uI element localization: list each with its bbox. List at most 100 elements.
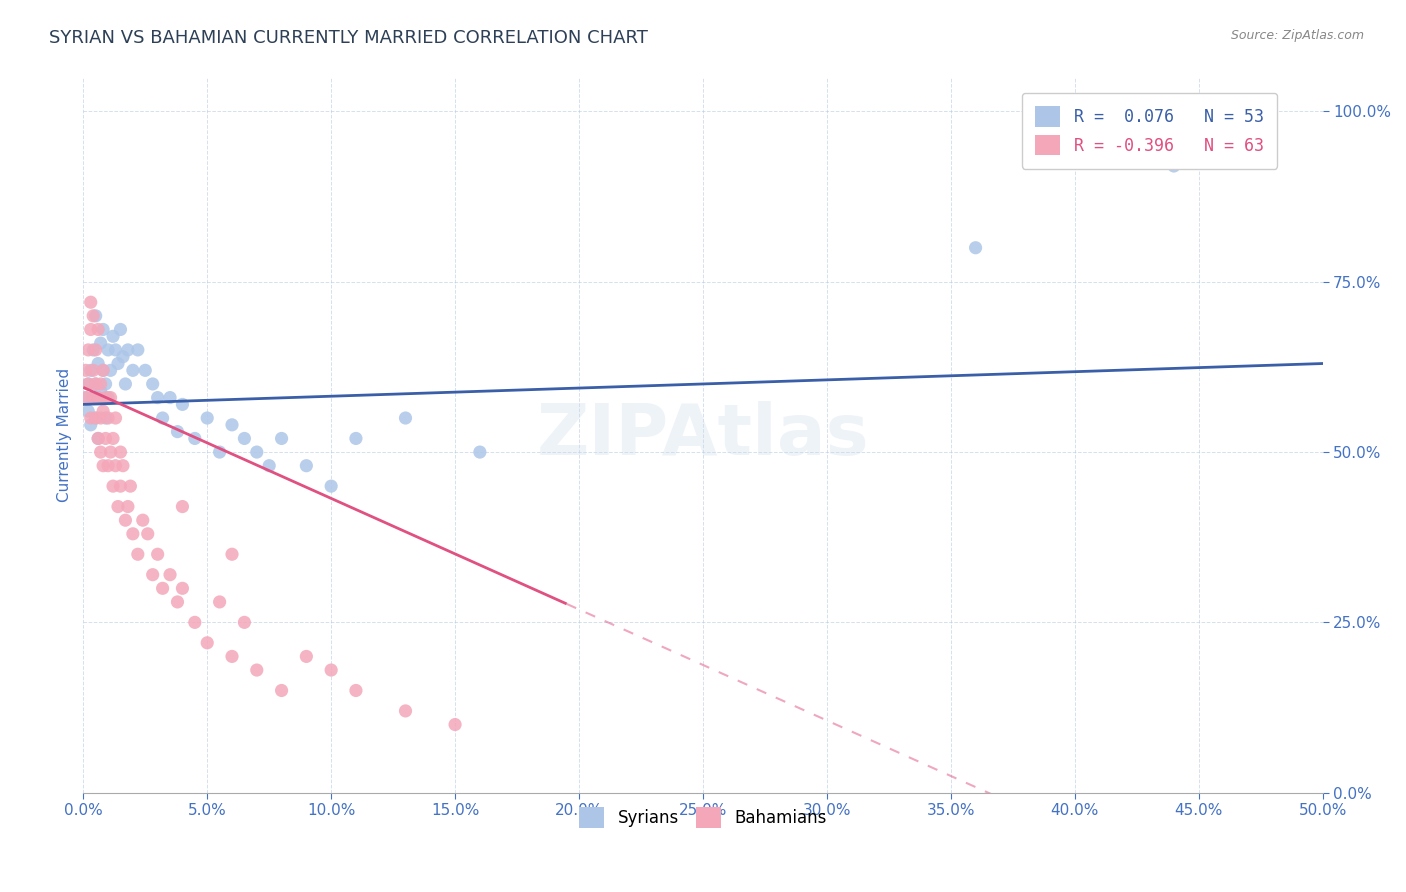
Point [146,391,169,405]
Legend: Syrians, Bahamians: Syrians, Bahamians [572,801,834,834]
Y-axis label: Currently Married: Currently Married [58,368,72,502]
Point [84,376,107,391]
Point [80,417,103,432]
Point [77,343,100,357]
Point [270,683,292,698]
Point [97,411,120,425]
Point [221,547,243,561]
Point [114,513,136,527]
Point [90,376,112,391]
Point [166,595,188,609]
Point [208,445,231,459]
Point [94,432,117,446]
Point [104,458,127,473]
Point [77,404,100,418]
Text: ZIPAtlas: ZIPAtlas [537,401,869,469]
Point [97,343,120,357]
Point [117,343,139,357]
Point [152,582,174,596]
Point [295,649,318,664]
Point [90,384,112,398]
Point [80,295,103,310]
Point [75,391,97,405]
Point [468,445,491,459]
Point [142,567,165,582]
Point [221,417,243,432]
Point [87,391,110,405]
Point [233,615,256,630]
Point [344,683,367,698]
Point [101,329,124,343]
Point [82,343,104,357]
Point [132,513,155,527]
Point [97,391,120,405]
Point [184,432,207,446]
Point [90,445,112,459]
Point [166,425,188,439]
Text: Source: ZipAtlas.com: Source: ZipAtlas.com [1230,29,1364,42]
Point [77,376,100,391]
Point [257,458,280,473]
Point [444,717,467,731]
Point [117,500,139,514]
Point [87,391,110,405]
Point [152,411,174,425]
Point [344,432,367,446]
Point [91,404,114,418]
Point [101,432,124,446]
Point [159,567,181,582]
Point [233,432,256,446]
Point [91,322,114,336]
Point [101,479,124,493]
Point [75,391,97,405]
Point [159,391,181,405]
Point [91,458,114,473]
Point [134,363,156,377]
Point [82,391,104,405]
Point [321,663,343,677]
Point [110,322,132,336]
Point [172,500,194,514]
Point [246,445,269,459]
Point [91,363,114,377]
Point [97,458,120,473]
Point [107,500,129,514]
Point [195,636,218,650]
Point [84,411,107,425]
Point [82,363,104,377]
Point [172,582,194,596]
Point [84,411,107,425]
Point [82,309,104,323]
Point [114,376,136,391]
Point [394,411,416,425]
Point [104,411,127,425]
Point [1163,159,1185,173]
Point [127,343,149,357]
Point [87,432,110,446]
Point [84,376,107,391]
Point [184,615,207,630]
Point [172,397,194,411]
Point [107,357,129,371]
Point [321,479,343,493]
Point [295,458,318,473]
Point [84,309,107,323]
Point [965,241,987,255]
Point [110,445,132,459]
Point [75,363,97,377]
Point [100,445,122,459]
Point [77,376,100,391]
Point [90,336,112,351]
Point [111,458,134,473]
Point [127,547,149,561]
Point [82,391,104,405]
Point [80,411,103,425]
Point [90,411,112,425]
Point [80,363,103,377]
Point [246,663,269,677]
Point [111,350,134,364]
Point [394,704,416,718]
Point [195,411,218,425]
Point [142,376,165,391]
Point [100,391,122,405]
